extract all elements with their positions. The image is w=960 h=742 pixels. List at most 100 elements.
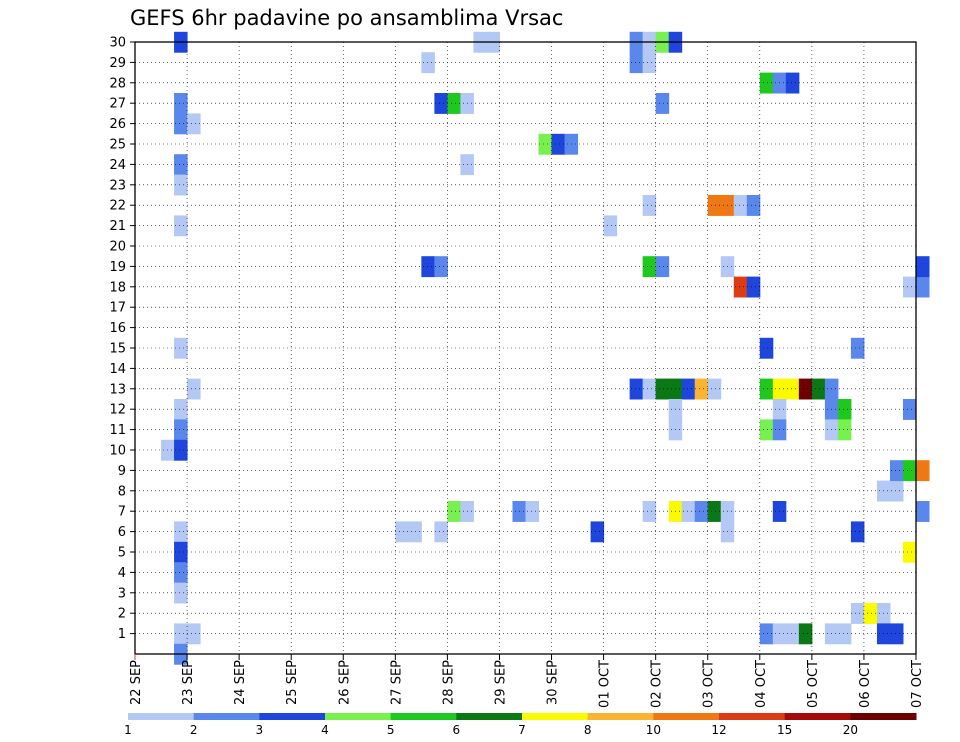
y-tick-label: 2 xyxy=(118,607,126,622)
heatmap-cell xyxy=(902,541,917,563)
heatmap-cell xyxy=(707,501,722,522)
heatmap-cell xyxy=(174,419,188,441)
heatmap-cell xyxy=(837,399,852,420)
heatmap-cell xyxy=(174,562,188,584)
colorbar-label: 3 xyxy=(256,723,264,737)
heatmap-cell xyxy=(837,419,852,441)
heatmap-cell xyxy=(525,501,540,522)
y-tick-label: 23 xyxy=(109,178,126,193)
colorbar-label: 10 xyxy=(646,723,661,737)
heatmap-cell xyxy=(187,623,201,645)
heatmap-cell xyxy=(694,501,709,522)
colorbar-segment xyxy=(259,713,326,720)
x-tick-label: 28 SEP xyxy=(441,660,456,705)
x-tick-label: 30 SEP xyxy=(546,660,561,705)
x-tick-label: 03 OCT xyxy=(702,660,717,708)
heatmap-cell xyxy=(551,133,566,155)
heatmap-cell xyxy=(174,154,188,176)
x-tick-label: 01 OCT xyxy=(598,660,613,708)
heatmap-cell xyxy=(174,399,188,420)
heatmap-cell xyxy=(174,623,188,645)
y-tick-label: 8 xyxy=(118,484,126,499)
x-tick-label: 06 OCT xyxy=(858,660,873,708)
grid-lines xyxy=(135,41,916,654)
y-tick-label: 21 xyxy=(109,219,126,234)
y-tick-label: 13 xyxy=(109,382,126,397)
y-tick-label: 1 xyxy=(118,627,126,642)
colorbar-label: 4 xyxy=(321,723,329,737)
x-tick-label: 25 SEP xyxy=(285,660,300,705)
y-tick-label: 30 xyxy=(109,36,126,51)
heatmap-cell xyxy=(187,113,201,135)
x-tick-label: 29 SEP xyxy=(493,660,508,705)
colorbar-segment xyxy=(456,713,523,720)
y-tick-label: 10 xyxy=(109,444,126,459)
heatmap-cell xyxy=(916,256,930,278)
heatmap-cell xyxy=(174,93,188,114)
x-tick-label: 26 SEP xyxy=(337,660,352,705)
x-tick-label: 27 SEP xyxy=(389,660,404,705)
y-tick-label: 25 xyxy=(109,138,126,153)
heatmap-cell xyxy=(759,72,774,94)
colorbar-label: 2 xyxy=(190,723,198,737)
cells-layer xyxy=(161,31,930,665)
colorbar-segment xyxy=(128,713,195,720)
heatmap-cell xyxy=(850,521,865,543)
heatmap-cell xyxy=(759,378,774,400)
heatmap-cell xyxy=(889,480,904,502)
heatmap-cell xyxy=(655,378,670,400)
y-tick-label: 28 xyxy=(109,76,126,91)
heatmap-cell xyxy=(902,460,917,482)
y-tick-label: 6 xyxy=(118,525,126,540)
heatmap-cell xyxy=(902,399,917,420)
heatmap-cell xyxy=(590,521,605,543)
heatmap-cell xyxy=(785,72,800,94)
y-tick-label: 14 xyxy=(109,362,126,377)
heatmap-cell xyxy=(889,623,904,645)
heatmap-cell xyxy=(811,378,826,400)
heatmap-cell xyxy=(759,419,774,441)
heatmap-cell xyxy=(434,521,448,543)
heatmap-cell xyxy=(642,195,657,216)
heatmap-cell xyxy=(629,52,644,74)
heatmap-cell xyxy=(421,52,435,74)
y-tick-label: 24 xyxy=(109,158,126,173)
heatmap-cell xyxy=(681,378,696,400)
heatmap-cell xyxy=(785,623,800,645)
heatmap-cell xyxy=(759,623,774,645)
heatmap-cell xyxy=(434,93,448,114)
heatmap-cell xyxy=(707,378,722,400)
x-tick-label: 22 SEP xyxy=(129,660,144,705)
heatmap-cell xyxy=(759,337,774,359)
y-tick-label: 11 xyxy=(109,423,126,438)
colorbar-segment xyxy=(850,713,917,720)
heatmap-cell xyxy=(746,195,761,216)
x-tick-label: 05 OCT xyxy=(806,660,821,708)
heatmap-cell xyxy=(174,582,188,604)
colorbar-label: 15 xyxy=(777,723,792,737)
y-tick-label: 26 xyxy=(109,117,126,132)
colorbar-segment xyxy=(587,713,654,720)
y-tick-label: 20 xyxy=(109,240,126,255)
colorbar-segment xyxy=(719,713,786,720)
colorbar-label: 20 xyxy=(843,723,858,737)
heatmap-cell xyxy=(642,52,657,74)
y-tick-label: 4 xyxy=(118,566,126,581)
y-tick-label: 3 xyxy=(118,586,126,601)
heatmap-cell xyxy=(707,195,722,216)
y-tick-label: 7 xyxy=(118,505,126,520)
heatmap-cell xyxy=(916,460,930,482)
y-tick-label: 16 xyxy=(109,321,126,336)
colorbar-segment xyxy=(522,713,589,720)
heatmap-cell xyxy=(837,623,852,645)
heatmap-cell xyxy=(916,501,930,522)
colorbar-segment xyxy=(784,713,851,720)
x-tick-label: 24 SEP xyxy=(233,660,248,705)
heatmap-cell xyxy=(733,276,748,298)
heatmap-cell xyxy=(655,93,670,114)
heatmap-cell xyxy=(694,378,709,400)
x-tick-label: 23 SEP xyxy=(181,660,196,705)
plot-frame xyxy=(134,41,917,655)
colorbar-label: 5 xyxy=(387,723,395,737)
